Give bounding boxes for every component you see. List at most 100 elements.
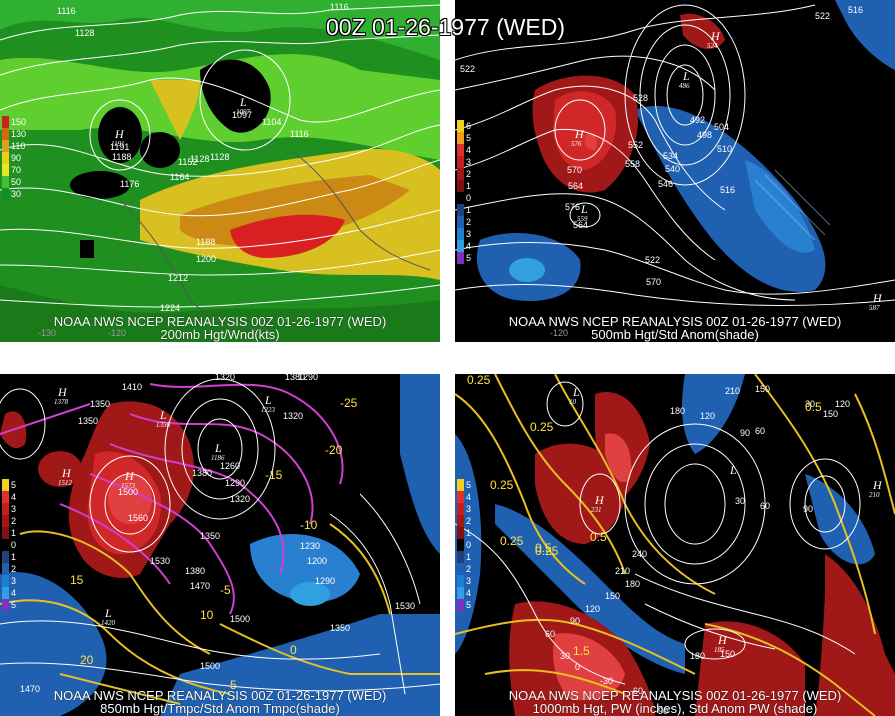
contour-label: 1500 — [200, 661, 220, 671]
contour-label: 522 — [645, 255, 660, 265]
contour-label: 30 — [805, 399, 815, 409]
panel-caption-source: NOAA NWS NCEP REANALYSIS 00Z 01-26-1977 … — [53, 688, 387, 703]
contour-label: 210 — [615, 566, 630, 576]
contour-label: 210 — [725, 386, 740, 396]
legend-label: 4 — [11, 492, 17, 502]
legend-swatch — [2, 140, 9, 152]
pw-label: 0.25 — [467, 374, 491, 387]
pw-label: 0.5 — [535, 541, 552, 555]
legend-swatch — [2, 575, 9, 587]
contour-label: 1152 — [178, 157, 197, 167]
contour-label: 1410 — [122, 382, 142, 392]
legend-swatch — [2, 152, 9, 164]
center-value: 10 — [569, 398, 577, 406]
contour-label: 1191 — [110, 142, 129, 152]
contour-label: 1350 — [90, 399, 110, 409]
legend-swatch — [2, 164, 9, 176]
legend-swatch — [457, 132, 464, 144]
legend-label: 3 — [466, 504, 472, 514]
center-value: 486 — [679, 82, 690, 90]
legend-swatch — [457, 216, 464, 228]
contour-label: 498 — [697, 130, 712, 140]
legend-swatch — [457, 563, 464, 575]
contour-label: 90 — [803, 504, 813, 514]
legend-label: 1 — [11, 528, 17, 538]
center-value: 1356 — [156, 421, 171, 429]
legend-swatch — [2, 491, 9, 503]
high-pressure-marker: H — [872, 478, 883, 492]
center-value: 524 — [707, 42, 718, 50]
contour-label: 1380 — [185, 566, 205, 576]
panel-200mb: 1116 1128 1116 1104 1097 1116 1128 1188 1191 1152… — [0, 0, 440, 342]
high-pressure-marker: H — [57, 385, 68, 399]
low-pressure-marker: L — [572, 385, 580, 399]
legend-label: 70 — [11, 165, 22, 175]
low-pressure-marker: L — [580, 202, 588, 216]
contour-label: 570 — [646, 277, 661, 287]
contour-label: 1380 — [192, 468, 212, 478]
main-title: 00Z 01-26-1977 (WED) — [326, 14, 566, 40]
contour-label: 120 — [585, 604, 600, 614]
legend-swatch — [2, 515, 9, 527]
temperature-label: -20 — [325, 443, 343, 457]
temperature-label: 15 — [70, 573, 84, 587]
center-value: 1186 — [211, 454, 225, 462]
legend-swatch — [457, 252, 464, 264]
legend-label: 110 — [11, 141, 26, 151]
temperature-label: 20 — [80, 653, 94, 667]
contour-label: 540 — [665, 164, 680, 174]
panel-850mb: 1320 1380 1410 1350 1320 1350 1380 1290 1500 1560… — [0, 374, 440, 716]
contour-label: 1350 — [200, 531, 220, 541]
legend-label: 4 — [466, 492, 472, 502]
contour-label: 150 — [755, 384, 770, 394]
contour-label: 90 — [740, 428, 750, 438]
high-pressure-marker: H — [710, 29, 721, 43]
low-pressure-marker: L — [159, 408, 167, 422]
legend-swatch — [2, 587, 9, 599]
contour-label: 90 — [570, 616, 580, 626]
contour-label: 120 — [700, 411, 715, 421]
center-value: 1378 — [54, 398, 69, 406]
center-value: 231 — [591, 506, 602, 514]
panel-caption-field: 1000mb Hgt, PW (inches), Std Anom PW (sh… — [532, 701, 818, 716]
contour-label: 60 — [760, 501, 770, 511]
legend-swatch — [457, 144, 464, 156]
contour-label: 1320 — [230, 494, 250, 504]
contour-label: 504 — [714, 122, 729, 132]
contour-label: 1116 — [330, 2, 349, 12]
contour-label: 1176 — [120, 179, 139, 189]
contour-label: 240 — [632, 549, 647, 559]
temperature-label: -5 — [220, 583, 231, 597]
legend-swatch — [457, 479, 464, 491]
center-value: 185 — [714, 646, 725, 654]
legend-swatch — [2, 128, 9, 140]
legend-label: 30 — [11, 189, 22, 199]
legend-label: 0 — [466, 540, 472, 550]
legend-label: 3 — [11, 576, 17, 586]
high-pressure-marker: H — [574, 127, 585, 141]
legend-swatch — [2, 527, 9, 539]
pw-label: 0.5 — [805, 400, 822, 414]
legend-swatch — [2, 188, 9, 200]
legend-swatch — [2, 599, 9, 611]
legend-label: 2 — [466, 516, 472, 526]
center-value: 210 — [869, 491, 880, 499]
longitude-label: -120 — [550, 328, 568, 338]
contour-label: 30 — [735, 496, 745, 506]
contour-label: 1164 — [170, 172, 189, 182]
contour-label: 1470 — [20, 684, 40, 694]
contour-label: 1230 — [300, 541, 320, 551]
legend-swatch — [2, 176, 9, 188]
legend-label: 4 — [466, 145, 472, 155]
legend-label: 6 — [466, 121, 472, 131]
panel-caption-field: 200mb Hgt/Wnd(kts) — [160, 327, 280, 342]
low-pressure-marker: L — [729, 463, 737, 477]
contour-label: 1116 — [290, 129, 309, 139]
contour-label: 120 — [835, 399, 850, 409]
legend-label: 2 — [11, 564, 17, 574]
temperature-label: -10 — [300, 518, 318, 532]
contour-label: 150 — [720, 649, 735, 659]
legend-swatch — [457, 503, 464, 515]
center-value: 1191 — [111, 140, 124, 148]
